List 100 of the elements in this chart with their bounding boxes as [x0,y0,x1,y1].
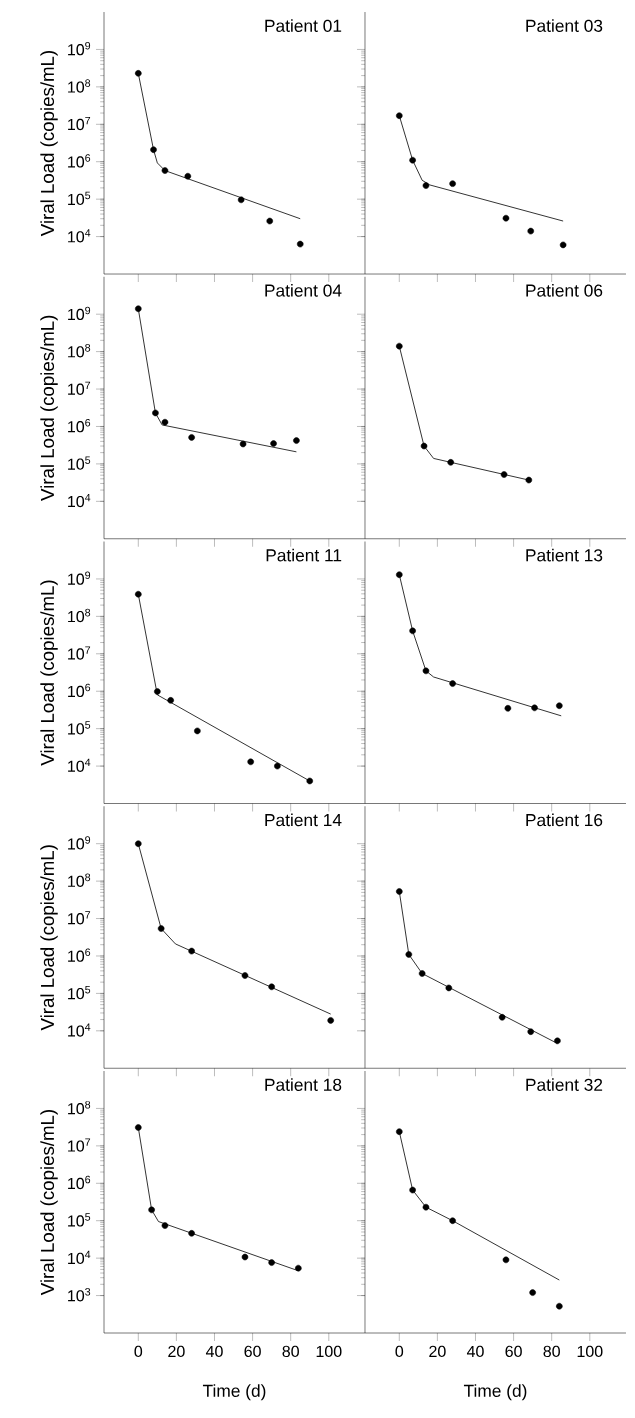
x-tick-label: 20 [429,1345,446,1358]
point [449,180,456,187]
point [296,240,304,248]
y-tick-label: 10$^{6}$ [68,683,91,698]
y-tick-label: 10$^{5}$ [68,721,91,735]
point [188,947,195,955]
point [556,1302,563,1310]
x-tick-label: 100 [577,1345,603,1358]
y-tick-label: 10$^{4}$ [68,1023,91,1037]
point [529,1289,536,1296]
y-tick-label: 10$^{5}$ [68,985,91,1000]
y-tick-label: 10$^{8}$ [68,873,91,887]
point [135,305,142,312]
y-tick-label: 10$^{8}$ [68,79,91,93]
point [447,459,454,466]
point [420,442,428,450]
y-tick-label: 10$^{6}$ [68,154,91,168]
y-tick-label: 10$^{8}$ [68,1100,91,1115]
x-tick-label: 100 [316,1345,342,1358]
x-tick-label: 60 [244,1345,261,1358]
point [422,667,430,675]
point [239,440,247,448]
x-tick-label: 0 [395,1345,404,1358]
y-tick-label: 10$^{5}$ [68,191,91,206]
point [409,1186,416,1194]
y-tick-label: 10$^{4}$ [68,758,91,772]
x-tick-label: 40 [466,1345,484,1358]
point [135,590,142,598]
chart-title: Patient 18 [265,1078,342,1091]
y-tick-label: 10$^{6}$ [68,948,91,962]
point [266,217,274,225]
point [161,418,169,426]
point [293,437,300,444]
y-tick-label: 10$^{6}$ [68,1175,91,1190]
point [498,1014,506,1021]
point [405,951,413,958]
x-tick-label: 20 [168,1345,185,1358]
y-tick-label: 10$^{9}$ [68,41,91,56]
x-tick-label: 80 [282,1345,299,1358]
y-tick-label: 10$^{4}$ [68,229,91,243]
point [502,214,510,222]
point [422,182,430,189]
point [449,1217,456,1224]
x-tick-label: 40 [205,1345,223,1358]
point [268,1259,275,1266]
point [135,1124,142,1131]
point [422,1203,430,1211]
x-tick-label: 60 [505,1345,522,1358]
chart-title: Patient 01 [265,19,342,32]
point [247,758,254,766]
point [188,434,195,441]
point [396,888,403,895]
y-tick-label: 10$^{4}$ [68,493,91,508]
point [396,571,403,578]
point [241,972,249,979]
point [188,1230,195,1237]
y-axis-title: Viral Load (copies/mL) [40,845,58,1031]
y-tick-label: 10$^{7}$ [68,381,91,395]
point [525,476,533,484]
chart-title: Patient 11 [266,548,342,562]
point [194,727,201,735]
point [409,627,416,635]
point [502,1256,510,1264]
chart-title: Patient 13 [526,548,603,562]
point [306,777,314,785]
y-tick-label: 10$^{6}$ [68,418,91,433]
point [152,409,159,417]
point [241,1253,249,1261]
point [396,1128,403,1135]
chart-title: Patient 06 [526,283,603,297]
chart-title: Patient 16 [526,813,603,827]
y-axis-title: Viral Load (copies/mL) [40,315,58,501]
y-axis-title: Viral Load (copies/mL) [40,51,58,237]
point [556,702,563,709]
y-tick-label: 10$^{4}$ [68,1250,91,1265]
y-tick-label: 10$^{5}$ [68,1213,91,1227]
point [135,840,142,847]
y-tick-label: 10$^{7}$ [68,646,91,660]
y-tick-label: 10$^{5}$ [68,456,91,470]
x-tick-label: 0 [134,1345,143,1358]
point [184,172,192,180]
point [500,471,508,478]
x-axis-title: Time (d) [202,1384,266,1401]
y-tick-label: 10$^{8}$ [68,344,91,358]
point [148,1206,155,1214]
point [554,1037,561,1045]
y-tick-label: 10$^{7}$ [68,1138,91,1152]
point [531,704,538,712]
chart-title: Patient 14 [265,813,342,827]
x-axis-title: Time (d) [463,1384,527,1401]
point [237,196,245,204]
point [270,440,277,447]
point [527,1028,535,1035]
point [167,697,174,704]
point [445,984,453,992]
point [161,1222,169,1229]
y-tick-label: 10$^{9}$ [68,306,91,321]
point [268,983,275,991]
y-tick-label: 10$^{8}$ [68,608,91,623]
point [504,705,512,712]
